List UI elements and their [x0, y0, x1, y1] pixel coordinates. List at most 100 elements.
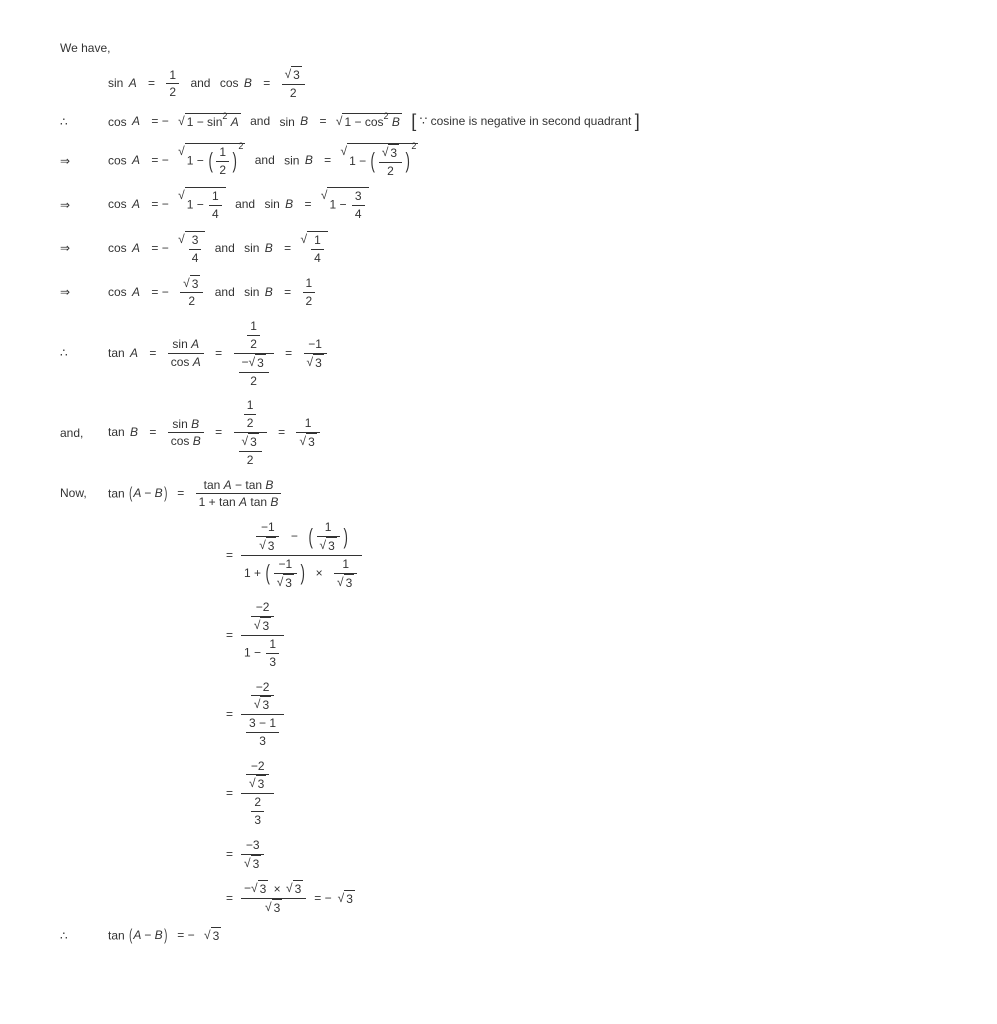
rationalize: −3 × 3 3 — [241, 880, 306, 917]
result: 1 3 — [296, 415, 319, 451]
step-quarter: ⇒ cos A = − 1 − 14 and sin B = 1 − 34 — [60, 187, 967, 223]
n: 2 — [251, 794, 264, 811]
now-prefix: Now, — [60, 485, 108, 502]
expr: cos A = − 34 and sin B = 14 — [108, 231, 328, 267]
tan-a-line: ∴ tan A = sin A cos A = 12 −32 = −1 3 — [60, 318, 967, 389]
d: 2 — [180, 292, 203, 310]
sqrt1: 1 − 14 — [178, 187, 226, 223]
tan1: tan — [204, 478, 221, 492]
tan2: tan — [250, 495, 267, 509]
we-have: We have, — [60, 40, 110, 57]
d: 3 — [306, 433, 317, 451]
ab: A − B — [133, 928, 162, 942]
eq2: = — [284, 241, 291, 255]
one-half: 1 2 — [166, 67, 179, 102]
n: −2 — [251, 679, 274, 696]
n: 1 — [209, 188, 222, 205]
tq: 34 — [189, 232, 202, 267]
cos-label: cos — [220, 76, 239, 90]
m3r3: −3 3 — [241, 837, 264, 873]
n: −3 — [241, 837, 264, 854]
given-values: sin A = 1 2 and cos B = 3 2 — [60, 66, 967, 102]
d: 3 — [260, 696, 271, 714]
implies: ⇒ — [60, 153, 108, 170]
a: A — [132, 114, 140, 128]
n: 3 − 1 — [246, 715, 279, 732]
n: −2 — [251, 599, 274, 616]
step3: = −23 3 − 13 — [220, 679, 967, 750]
sq: 2 — [238, 141, 243, 151]
om: 1 − — [187, 198, 204, 212]
n: 1 — [244, 397, 257, 414]
r3half: 32 — [379, 144, 402, 180]
om2: 1 − — [329, 198, 346, 212]
times: × — [316, 566, 323, 580]
one-plus: 1 + — [244, 566, 261, 580]
final-result: ∴ tan (A − B) = − 3 — [60, 925, 967, 947]
sqrt2: 1 − (32)2 — [341, 143, 419, 180]
cos: cos — [108, 285, 127, 299]
tan-a-minus-b-formula: Now, tan (A − B) = tan A − tan B 1 + tan… — [60, 477, 967, 512]
b2: B — [270, 495, 278, 509]
paren-ab: (A − B) — [128, 928, 168, 942]
one-minus2: 1 − — [349, 154, 366, 168]
d: 4 — [311, 249, 324, 267]
cos: cos — [108, 241, 127, 255]
half: 12 — [216, 144, 229, 179]
n: 1 — [334, 556, 357, 573]
sin-over-cos: sin A cos A — [168, 336, 204, 371]
sin: sin — [284, 153, 299, 167]
and: and — [190, 76, 210, 90]
eq2: = — [305, 197, 312, 211]
and: and — [215, 241, 235, 255]
d: 3 — [256, 775, 267, 793]
p1r3: 13 — [317, 519, 340, 555]
n: −1 — [304, 336, 327, 353]
sqrt2: 1 − cos2 B — [336, 113, 402, 131]
var-a: A — [129, 76, 137, 90]
a: A — [130, 346, 138, 360]
b: B — [265, 478, 273, 492]
r3c: 3 — [272, 899, 283, 917]
d: 3 — [260, 617, 271, 635]
eq: = — [226, 785, 233, 802]
eq3: = — [278, 425, 285, 439]
sq: 2 — [222, 111, 227, 121]
d: 2 — [216, 161, 229, 179]
and: and — [235, 197, 255, 211]
expr: cos A = − 32 and sin B = 12 — [108, 275, 317, 311]
n: 3 — [189, 232, 202, 249]
d: 3 — [326, 537, 337, 555]
sin: sin — [264, 197, 279, 211]
sqrt2: 1 − 34 — [321, 187, 369, 223]
implies: ⇒ — [60, 197, 108, 214]
a2: A — [231, 115, 239, 129]
b2: B — [191, 417, 199, 431]
sin: sin — [244, 285, 259, 299]
big-frac: −23 3 − 13 — [241, 679, 284, 750]
sin: sin — [279, 114, 294, 128]
eq2: = − — [314, 890, 331, 907]
eq: = — [149, 346, 156, 360]
expr: sin A = 1 2 and cos B = 3 2 — [108, 66, 307, 102]
and: and — [255, 153, 275, 167]
eq2: = — [215, 346, 222, 360]
n: 1 — [266, 636, 279, 653]
n: 1 — [296, 415, 319, 432]
compound1: 12 −32 — [234, 318, 274, 389]
r3: 3 — [190, 275, 201, 293]
sq2: 2 — [411, 141, 416, 151]
d: 3 — [246, 732, 279, 750]
root3-over-2: 3 2 — [282, 66, 305, 102]
sqrt1: 1 − (12)2 — [178, 143, 245, 179]
neg: − — [244, 882, 251, 896]
b: B — [300, 114, 308, 128]
eq2: = — [215, 425, 222, 439]
m2r3: −23 — [251, 599, 274, 635]
den2: 2 — [282, 84, 305, 102]
a: A — [132, 241, 140, 255]
m1r3: −13 — [256, 519, 279, 555]
sqrt1: 34 — [178, 231, 205, 267]
eq: = − — [151, 197, 168, 211]
big-frac: −23 1 − 13 — [241, 599, 284, 670]
